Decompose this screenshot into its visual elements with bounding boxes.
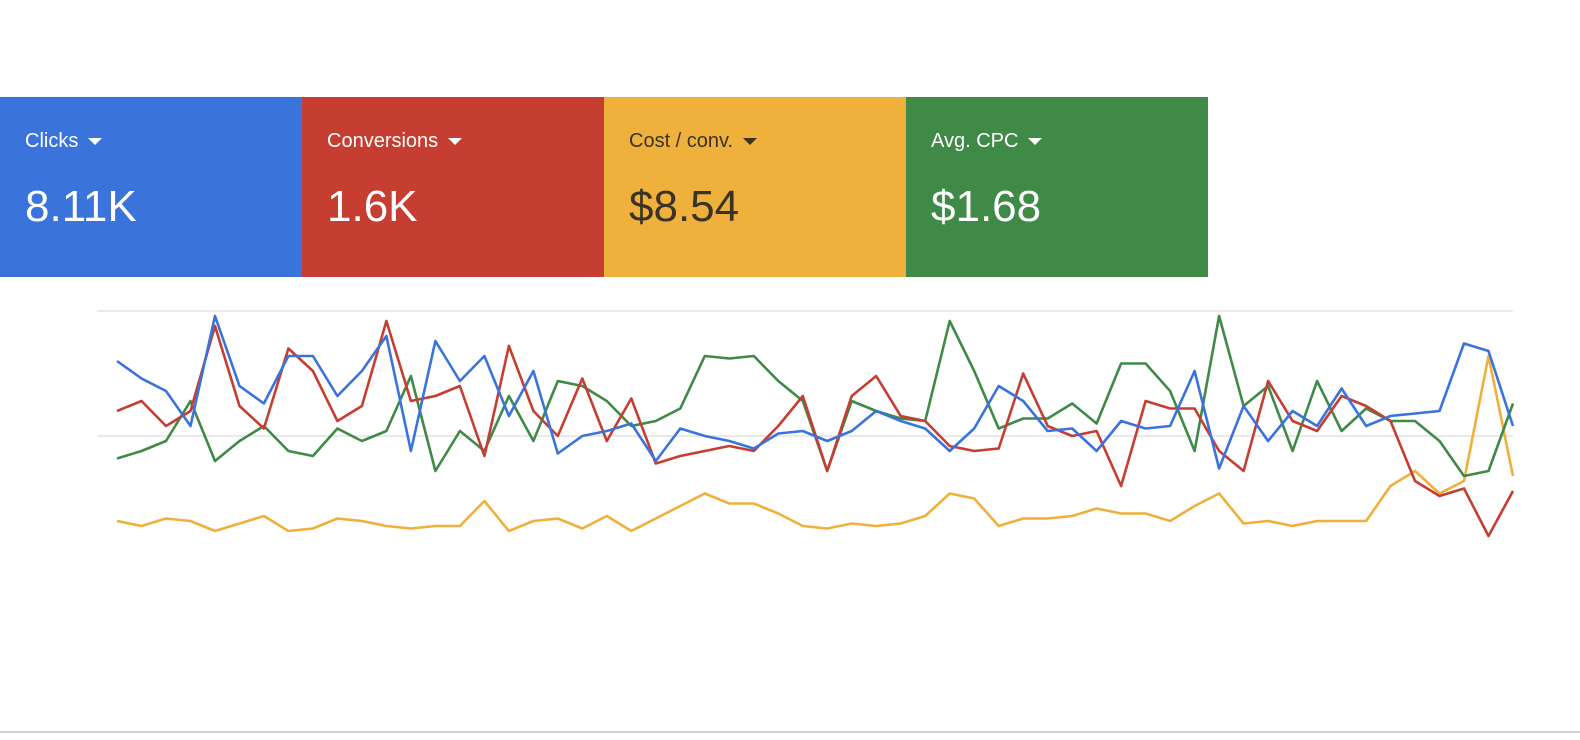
metric-label: Conversions: [327, 130, 463, 153]
metric-card[interactable]: Conversions 1.6K: [302, 97, 604, 277]
metric-label: Cost / conv.: [629, 130, 758, 153]
metric-card[interactable]: Cost / conv. $8.54: [604, 97, 906, 277]
dropdown-caret[interactable]: [88, 138, 103, 146]
metric-label: Avg. CPC: [931, 130, 1043, 153]
metric-card[interactable]: Clicks 8.11K: [0, 97, 302, 277]
divider: [0, 731, 1580, 733]
metric-value: 8.11K: [25, 182, 137, 231]
series-line: [116, 319, 1515, 538]
metric-name: Clicks: [25, 130, 79, 152]
metric-name: Cost / conv.: [629, 130, 734, 152]
dropdown-caret[interactable]: [743, 138, 758, 146]
series-line: [116, 354, 1515, 533]
metric-value: $8.54: [629, 182, 740, 231]
metric-card[interactable]: Avg. CPC $1.68: [906, 97, 1208, 277]
series-line: [116, 314, 1515, 470]
dropdown-caret[interactable]: [448, 138, 463, 146]
metric-value: $1.68: [931, 182, 1042, 231]
dropdown-caret[interactable]: [1028, 138, 1043, 146]
metric-label: Clicks: [25, 130, 103, 153]
metric-name: Avg. CPC: [931, 130, 1019, 152]
metric-value: 1.6K: [327, 182, 418, 231]
metric-name: Conversions: [327, 130, 439, 152]
